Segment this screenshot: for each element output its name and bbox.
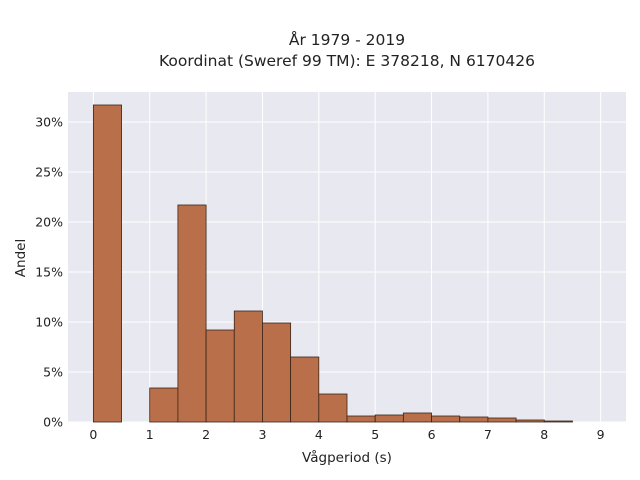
histogram-bar xyxy=(431,415,461,423)
histogram-bar xyxy=(92,104,122,423)
histogram-bar xyxy=(515,419,545,423)
histogram-bar xyxy=(459,416,489,423)
bars xyxy=(92,104,573,423)
chart-title-line2: Koordinat (Sweref 99 TM): E 378218, N 61… xyxy=(159,52,535,70)
histogram-bar xyxy=(402,412,432,423)
x-tick-label: 0 xyxy=(89,427,97,442)
y-tick-label: 20% xyxy=(35,215,63,230)
y-tick-label: 25% xyxy=(35,165,63,180)
y-tick-label: 30% xyxy=(35,115,63,130)
y-tick-label: 5% xyxy=(43,365,63,380)
histogram-bar xyxy=(290,356,320,423)
chart-title-line1: År 1979 - 2019 xyxy=(289,30,405,49)
histogram-bar xyxy=(205,329,235,423)
x-tick-label: 6 xyxy=(428,427,436,442)
x-tick-label: 9 xyxy=(597,427,605,442)
x-tick-label: 3 xyxy=(258,427,266,442)
histogram-bar xyxy=(374,414,404,423)
y-tick-label: 15% xyxy=(35,265,63,280)
x-tick-label: 4 xyxy=(315,427,323,442)
x-tick-label: 2 xyxy=(202,427,210,442)
histogram-bar xyxy=(262,322,292,423)
histogram-bar xyxy=(487,417,517,423)
histogram-bar xyxy=(543,420,573,423)
histogram-bar xyxy=(149,387,179,423)
histogram-bar xyxy=(346,415,376,423)
x-axis-label: Vågperiod (s) xyxy=(302,449,392,466)
y-tick-label: 10% xyxy=(35,315,63,330)
histogram-bar xyxy=(177,204,207,423)
histogram-bar xyxy=(233,310,263,423)
x-tick-label: 5 xyxy=(371,427,379,442)
y-tick-label: 0% xyxy=(43,415,63,430)
x-tick-label: 8 xyxy=(540,427,548,442)
tick-labels: 0 1 2 3 4 5 6 7 8 9 0% 5% 10% 15% 20% 25% 30% xyxy=(35,115,604,443)
plot-area xyxy=(68,92,626,422)
histogram-bar xyxy=(318,393,348,423)
x-tick-label: 7 xyxy=(484,427,492,442)
y-axis-label: Andel xyxy=(13,239,29,277)
x-tick-label: 1 xyxy=(146,427,154,442)
